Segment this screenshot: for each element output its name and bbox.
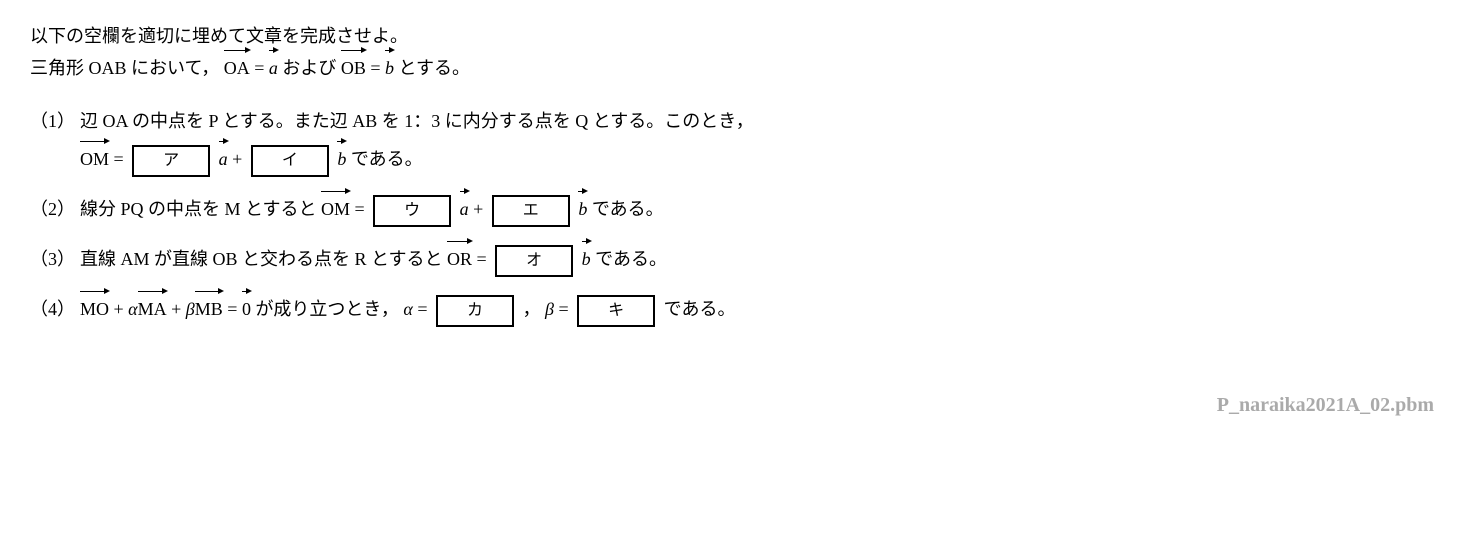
plus: + xyxy=(171,299,186,319)
equals: = xyxy=(355,199,370,219)
equals: = xyxy=(417,299,432,319)
q2-content: 線分 PQ の中点を M とすると OM = ウ a + エ b である。 xyxy=(80,193,1434,227)
plus: + xyxy=(232,149,247,169)
q4-content: MO + αMA + βMB = 0 が成り立つとき， α = カ ， β = … xyxy=(80,293,1434,327)
equals: = xyxy=(254,58,269,78)
blank-e: エ xyxy=(492,195,570,227)
intro-text: 三角形 OAB において， xyxy=(30,58,219,78)
blank-o: オ xyxy=(495,245,573,277)
q1-content: 辺 OA の中点を P とする。また辺 AB を 1：3 に内分する点を Q と… xyxy=(80,105,1434,177)
vec-a: a xyxy=(219,143,228,175)
beta: β xyxy=(545,299,554,319)
vec-b: b xyxy=(582,243,591,275)
vec-OA: OA xyxy=(224,52,250,84)
intro-end: とする。 xyxy=(399,58,470,78)
intro-line1: 以下の空欄を適切に埋めて文章を完成させよ。 xyxy=(30,20,1434,52)
alpha: α xyxy=(128,299,137,319)
and-text: および xyxy=(282,58,341,78)
vec-MB: MB xyxy=(195,293,223,325)
vec-OB: OB xyxy=(341,52,366,84)
beta: β xyxy=(186,299,195,319)
vec-MA: MA xyxy=(138,293,167,325)
vec-b: b xyxy=(385,52,394,84)
problem-intro: 以下の空欄を適切に埋めて文章を完成させよ。 三角形 OAB において， OA =… xyxy=(30,20,1434,85)
vec-OR: OR xyxy=(447,243,472,275)
blank-u: ウ xyxy=(373,195,451,227)
question-2: （2） 線分 PQ の中点を M とすると OM = ウ a + エ b である… xyxy=(30,193,1434,227)
equals: = xyxy=(477,249,492,269)
q1-formula: OM = ア a + イ b である。 xyxy=(80,143,1434,177)
blank-i: イ xyxy=(251,145,329,177)
q1-num: （1） xyxy=(30,105,80,137)
q4-text: が成り立つとき， xyxy=(255,299,398,319)
vec-b: b xyxy=(578,193,587,225)
q3-num: （3） xyxy=(30,243,80,275)
q3-end: である。 xyxy=(595,249,667,269)
blank-a: ア xyxy=(132,145,210,177)
equals: = xyxy=(370,58,385,78)
vec-a: a xyxy=(460,193,469,225)
vec-MO: MO xyxy=(80,293,109,325)
intro-line2: 三角形 OAB において， OA = a および OB = b とする。 xyxy=(30,52,1434,84)
footer-filename: P_naraika2021A_02.pbm xyxy=(30,387,1434,423)
q2-text: 線分 PQ の中点を M とすると xyxy=(80,199,321,219)
equals: = xyxy=(558,299,573,319)
blank-ki: キ xyxy=(577,295,655,327)
vec-b: b xyxy=(337,143,346,175)
vec-a: a xyxy=(269,52,278,84)
q4-end: である。 xyxy=(664,299,736,319)
comma: ， xyxy=(523,299,541,319)
q2-end: である。 xyxy=(592,199,664,219)
blank-ka: カ xyxy=(436,295,514,327)
vec-OM: OM xyxy=(80,143,109,175)
plus: + xyxy=(473,199,488,219)
q3-content: 直線 AM が直線 OB と交わる点を R とすると OR = オ b である。 xyxy=(80,243,1434,277)
equals: = xyxy=(114,149,129,169)
q1-end: である。 xyxy=(351,149,423,169)
q4-num: （4） xyxy=(30,293,80,325)
alpha: α xyxy=(403,299,412,319)
question-3: （3） 直線 AM が直線 OB と交わる点を R とすると OR = オ b … xyxy=(30,243,1434,277)
q3-text: 直線 AM が直線 OB と交わる点を R とすると xyxy=(80,249,447,269)
q2-num: （2） xyxy=(30,193,80,225)
question-4: （4） MO + αMA + βMB = 0 が成り立つとき， α = カ ， … xyxy=(30,293,1434,327)
q1-text: 辺 OA の中点を P とする。また辺 AB を 1：3 に内分する点を Q と… xyxy=(80,105,1434,137)
vec-zero: 0 xyxy=(242,293,251,325)
equals: = xyxy=(227,299,242,319)
plus: + xyxy=(114,299,129,319)
vec-OM: OM xyxy=(321,193,350,225)
question-1: （1） 辺 OA の中点を P とする。また辺 AB を 1：3 に内分する点を… xyxy=(30,105,1434,177)
